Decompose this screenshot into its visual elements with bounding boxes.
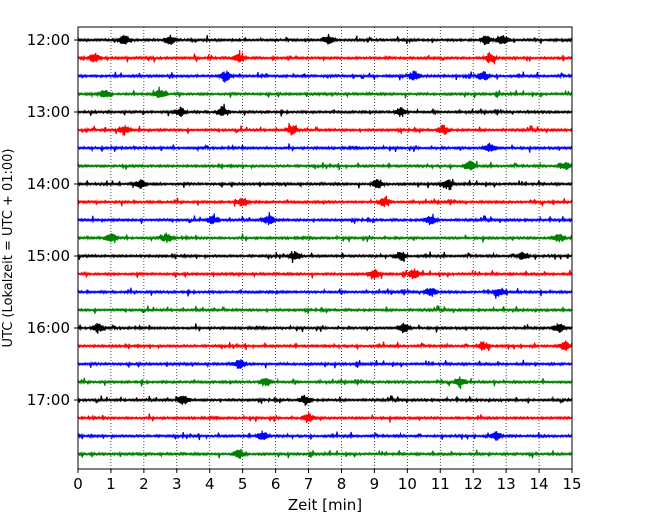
trace-1500 [77, 251, 573, 264]
trace-1400 [77, 178, 573, 191]
trace-1415 [77, 195, 573, 208]
x-axis-label: Zeit [min] [288, 496, 362, 514]
x-tick-label: 8 [337, 475, 347, 493]
y-tick-label: 12:00 [27, 31, 70, 49]
trace-1600 [77, 322, 573, 334]
trace-1215 [77, 50, 573, 65]
trace-1445 [77, 232, 573, 244]
trace-1230 [77, 70, 573, 83]
traces [77, 34, 573, 460]
trace-1515 [77, 268, 573, 280]
trace-1545 [77, 305, 573, 314]
y-axis-ticks: 12:00 13:00 14:00 15:00 16:00 17:00 [27, 31, 78, 409]
y-axis-label: UTC (Lokalzeit = UTC + 01:00) [1, 149, 16, 348]
x-tick-label: 7 [304, 475, 314, 493]
x-axis-ticks: 0 1 2 3 4 5 6 7 8 9 10 11 12 13 14 15 [73, 469, 582, 493]
trace-1315 [77, 122, 573, 136]
x-tick-label: 14 [530, 475, 549, 493]
trace-1645 [77, 376, 573, 390]
x-tick-label: 10 [398, 475, 417, 493]
y-tick-label: 17:00 [27, 391, 70, 409]
trace-1745 [77, 448, 573, 460]
trace-1530 [77, 287, 573, 299]
trace-1330 [77, 142, 573, 153]
trace-1300 [77, 103, 573, 118]
trace-1700 [77, 394, 573, 406]
x-tick-label: 13 [497, 475, 516, 493]
trace-1430 [77, 212, 573, 226]
x-tick-label: 12 [464, 475, 483, 493]
x-tick-label: 6 [271, 475, 281, 493]
y-tick-label: 14:00 [27, 175, 70, 193]
x-tick-label: 2 [139, 475, 149, 493]
plot-background [78, 27, 572, 469]
x-tick-label: 5 [238, 475, 248, 493]
x-tick-label: 4 [205, 475, 215, 493]
x-tick-label: 11 [431, 475, 450, 493]
x-tick-label: 3 [172, 475, 182, 493]
trace-1715 [77, 412, 573, 424]
trace-1615 [77, 340, 573, 352]
trace-1630 [77, 359, 573, 369]
y-tick-label: 16:00 [27, 319, 70, 337]
y-tick-label: 15:00 [27, 247, 70, 265]
x-tick-label: 15 [562, 475, 581, 493]
trace-1200 [77, 34, 573, 45]
plot-frame [77, 26, 573, 470]
trace-1730 [77, 430, 573, 441]
x-tick-label: 9 [370, 475, 380, 493]
trace-1345 [77, 160, 573, 171]
y-tick-label: 13:00 [27, 103, 70, 121]
x-tick-label: 1 [106, 475, 116, 493]
x-tick-label: 0 [73, 475, 83, 493]
trace-1245 [77, 86, 573, 99]
